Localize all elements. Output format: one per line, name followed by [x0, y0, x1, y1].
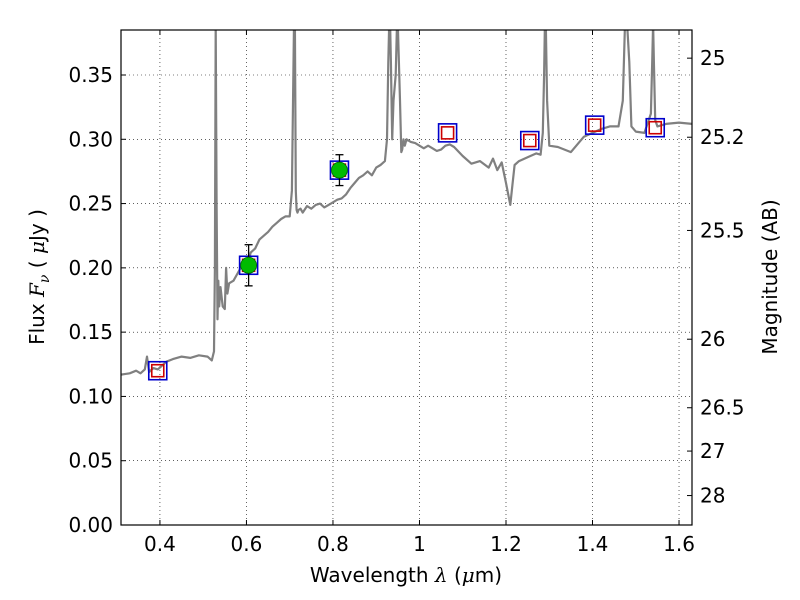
- grid: [121, 30, 692, 525]
- filter-square-marker: [645, 117, 666, 138]
- filter-square-marker: [584, 115, 605, 135]
- plot-frame: [120, 29, 693, 526]
- x-tick-label: 0.4: [144, 532, 176, 556]
- y2-tick-label: 26.5: [700, 396, 745, 420]
- y2-tick-label: 28: [700, 484, 725, 508]
- axes-ticks: 0.4 0.6 0.8 1 1.2 1.4 1.6 0.00 0.05 0.10 0.15 0.20 0…: [68, 30, 745, 556]
- y-tick-label: 0.20: [68, 256, 113, 280]
- y2-axis-label: Magnitude (AB): [758, 199, 782, 354]
- x-tick-label: 1.6: [663, 532, 695, 556]
- model-square-marker: [587, 118, 602, 132]
- x-tick-label: 1: [413, 532, 426, 556]
- y-axis-label: Flux Fν ( μJy ): [25, 209, 53, 345]
- model-square-marker: [648, 120, 663, 135]
- y2-tick-label: 25: [700, 46, 725, 70]
- y-tick-label: 0.15: [68, 320, 113, 344]
- detection-point: [331, 161, 348, 179]
- model-square-marker: [150, 363, 165, 378]
- y-tick-label: 0.10: [68, 384, 113, 408]
- x-tick-label: 1.4: [577, 532, 609, 556]
- y-tick-label: 0.25: [68, 192, 113, 216]
- y-tick-label: 0.35: [68, 63, 113, 87]
- y-tick-label: 0.05: [68, 449, 113, 473]
- model-square-marker: [522, 133, 537, 148]
- detection-point: [240, 256, 258, 274]
- plot-area: [121, 30, 692, 381]
- y2-tick-label: 25.5: [700, 218, 745, 242]
- x-axis-label: Wavelength λ (μm): [310, 563, 502, 587]
- x-tick-label: 0.6: [231, 532, 263, 556]
- x-tick-label: 1.2: [490, 532, 522, 556]
- x-tick-label: 0.8: [317, 532, 349, 556]
- y2-tick-label: 25.2: [700, 125, 745, 149]
- filter-square-marker: [147, 360, 168, 381]
- spectrum-line: [121, 30, 692, 376]
- y2-tick-label: 27: [700, 439, 725, 463]
- y2-tick-label: 26: [700, 327, 725, 351]
- y-tick-label: 0.00: [68, 513, 113, 537]
- model-square-marker: [440, 126, 455, 140]
- filter-square-marker: [519, 130, 540, 151]
- filter-square-marker: [437, 123, 458, 143]
- y-tick-label: 0.30: [68, 127, 113, 151]
